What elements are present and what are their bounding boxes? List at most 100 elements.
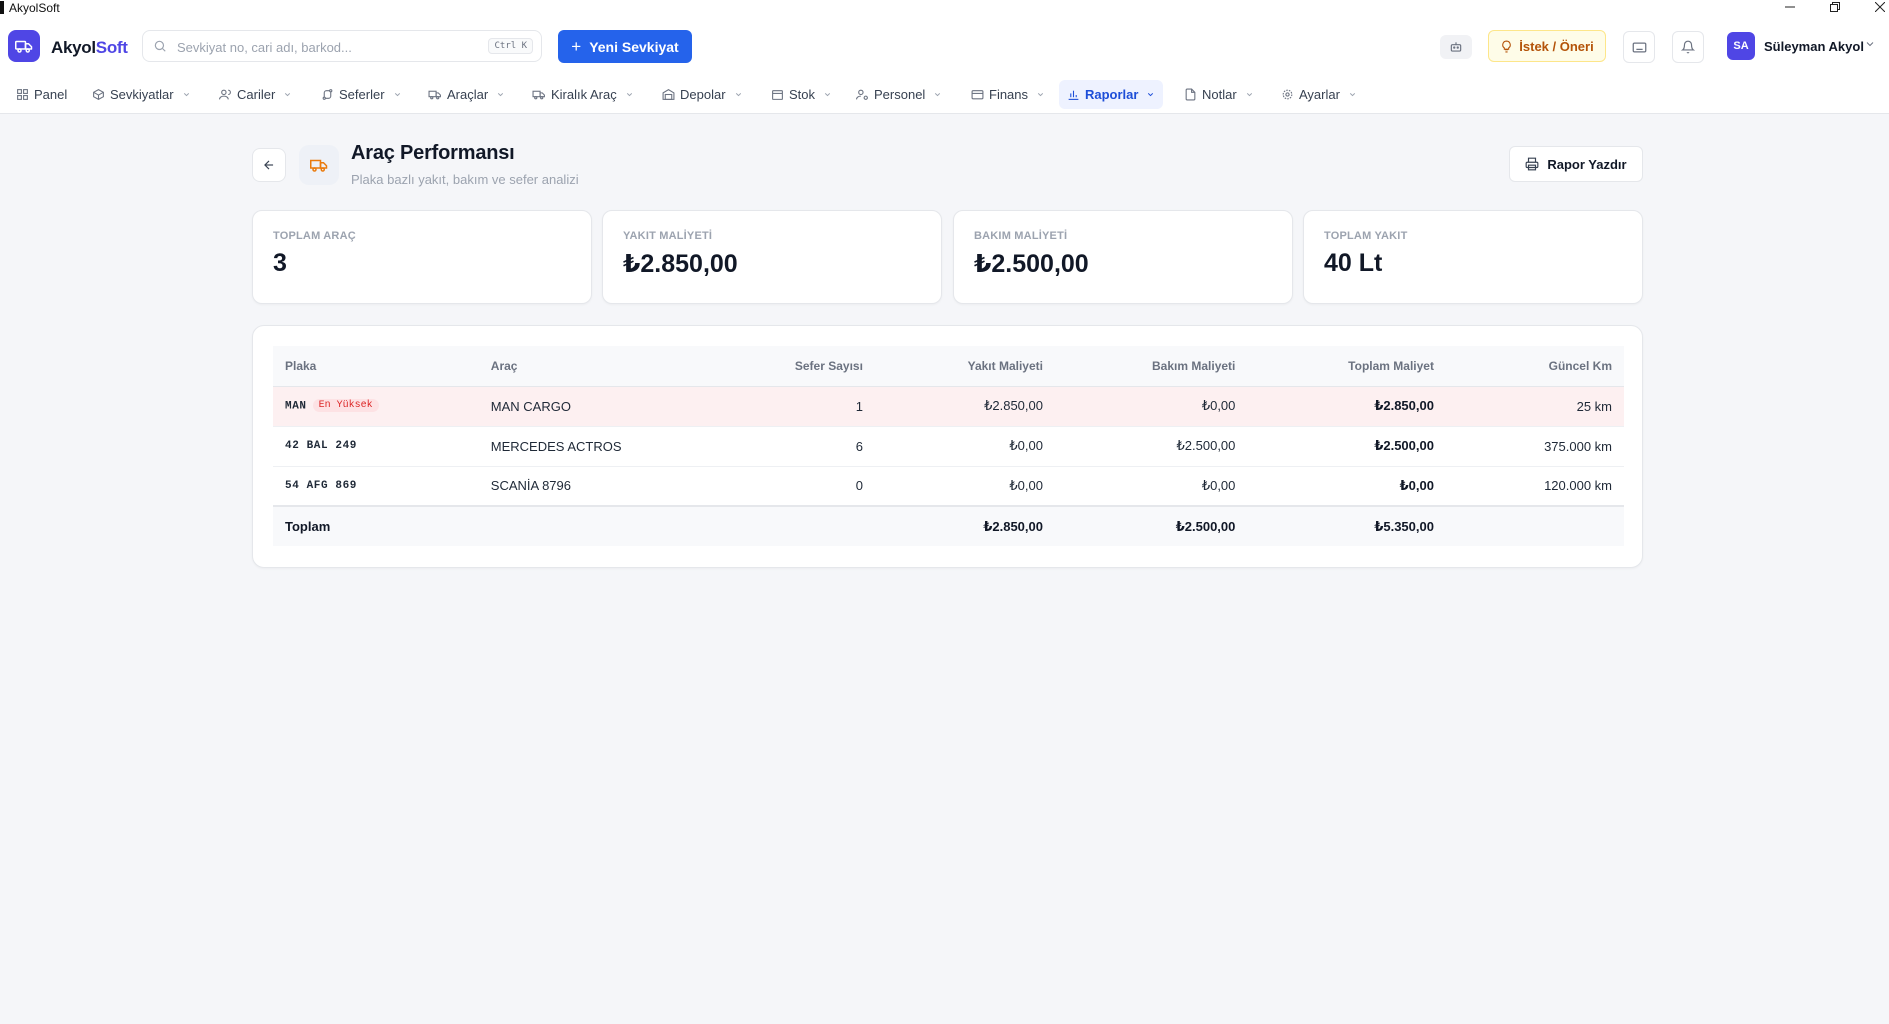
keyboard-button[interactable]	[1623, 31, 1655, 63]
nav-item-kiralik-arac[interactable]: Kiralık Araç	[524, 80, 642, 109]
suggestion-button[interactable]: İstek / Öneri	[1488, 30, 1606, 62]
stat-label: BAKIM MALİYETİ	[974, 230, 1068, 242]
nav-label: Araçlar	[447, 87, 489, 102]
logo-text-main: Akyol	[51, 38, 96, 57]
stat-value: ₺2.850,00	[623, 250, 738, 278]
new-shipment-button[interactable]: + Yeni Sevkiyat	[558, 30, 692, 63]
nav-item-seferler[interactable]: Seferler	[313, 80, 410, 109]
user-name[interactable]: Süleyman Akyol	[1764, 39, 1864, 54]
chevron-down-icon	[935, 93, 941, 97]
logo-icon[interactable]	[8, 30, 40, 62]
minimize-icon[interactable]	[1778, 0, 1802, 14]
window-title: AkyolSoft	[9, 1, 60, 15]
column-header[interactable]: Güncel Km	[1445, 346, 1624, 387]
logo-text[interactable]: AkyolSoft	[51, 38, 128, 58]
truck-icon	[428, 90, 441, 100]
trips-cell: 6	[715, 426, 875, 467]
nav-item-notlar[interactable]: Notlar	[1176, 80, 1262, 109]
chevron-down-icon[interactable]	[1864, 38, 1876, 50]
back-button[interactable]	[252, 148, 286, 182]
chevron-down-icon	[1349, 93, 1356, 97]
assistant-button[interactable]	[1440, 35, 1472, 59]
nav-item-araclar[interactable]: Araçlar	[420, 80, 513, 109]
nav-item-finans[interactable]: Finans	[963, 80, 1053, 109]
search-icon	[154, 40, 166, 52]
keyboard-icon	[1632, 42, 1646, 52]
users-icon	[219, 89, 231, 100]
page-icon	[299, 145, 339, 185]
new-shipment-label: Yeni Sevkiyat	[589, 38, 679, 55]
route-icon	[322, 89, 333, 100]
stat-label: TOPLAM YAKIT	[1324, 230, 1408, 242]
nav-label: Cariler	[237, 87, 276, 102]
nav-label: Notlar	[1202, 87, 1237, 102]
nav-item-panel[interactable]: Panel	[8, 80, 75, 109]
column-header[interactable]: Sefer Sayısı	[715, 346, 875, 387]
column-header[interactable]: Araç	[478, 346, 716, 387]
stat-value: 40 Lt	[1324, 249, 1383, 277]
stat-label: TOPLAM ARAÇ	[273, 230, 356, 242]
nav-item-sevkiyatlar[interactable]: Sevkiyatlar	[84, 80, 199, 109]
page-subtitle: Plaka bazlı yakıt, bakım ve sefer analiz…	[351, 172, 579, 187]
vehicle-cell: MAN CARGO	[478, 386, 716, 427]
logo-text-accent: Soft	[95, 38, 128, 57]
chevron-down-icon	[498, 93, 504, 97]
totals-row: Toplam ₺2.850,00 ₺2.500,00 ₺5.350,00	[273, 505, 1624, 546]
table-row[interactable]: 42 BAL 249 MERCEDES ACTROS 6 ₺0,00 ₺2.50…	[273, 426, 1624, 467]
chevron-down-icon	[1037, 93, 1044, 97]
totals-total-cost: ₺5.350,00	[1247, 505, 1446, 546]
table-row[interactable]: MAN En Yüksek MAN CARGO 1 ₺2.850,00 ₺0,00…	[273, 386, 1624, 427]
avatar[interactable]: SA	[1727, 32, 1755, 60]
nav-item-raporlar[interactable]: Raporlar	[1059, 80, 1164, 109]
nav-label: Finans	[989, 87, 1029, 102]
truck-icon	[532, 90, 545, 100]
totals-label: Toplam	[273, 505, 479, 546]
column-header[interactable]: Toplam Maliyet	[1247, 346, 1446, 387]
lightbulb-icon	[1502, 40, 1512, 52]
column-header[interactable]: Plaka	[273, 346, 479, 387]
nav-label: Personel	[874, 87, 926, 102]
nav-item-cariler[interactable]: Cariler	[211, 80, 300, 109]
search-input[interactable]	[177, 37, 477, 57]
nav-label: Raporlar	[1085, 87, 1139, 102]
nav-label: Kiralık Araç	[551, 87, 617, 102]
main-nav: Panel Sevkiyatlar Cariler Seferler Araçl…	[0, 76, 1889, 114]
column-header[interactable]: Yakıt Maliyeti	[874, 346, 1055, 387]
print-report-button[interactable]: Rapor Yazdır	[1509, 146, 1643, 182]
nav-label: Sevkiyatlar	[110, 87, 174, 102]
empty-cell	[1445, 505, 1624, 546]
bar-chart-icon	[1068, 90, 1079, 100]
current-km-cell: 120.000 km	[1445, 466, 1624, 507]
chevron-down-icon	[394, 93, 400, 97]
nav-item-depolar[interactable]: Depolar	[654, 80, 751, 109]
global-search[interactable]: Ctrl K	[142, 30, 542, 62]
maintenance-cost-cell: ₺0,00	[1054, 466, 1248, 507]
gear-icon	[1282, 89, 1293, 100]
stat-card-total-fuel: TOPLAM YAKIT 40 Lt	[1303, 210, 1643, 304]
column-header[interactable]: Bakım Maliyeti	[1054, 346, 1248, 387]
arrow-left-icon	[264, 160, 274, 170]
table-row[interactable]: 54 AFG 869 SCANİA 8796 0 ₺0,00 ₺0,00 ₺0,…	[273, 466, 1624, 507]
close-icon[interactable]	[1868, 0, 1889, 14]
nav-item-ayarlar[interactable]: Ayarlar	[1273, 80, 1365, 109]
nav-label: Panel	[34, 87, 68, 102]
print-report-label: Rapor Yazdır	[1547, 156, 1627, 172]
truck-icon	[310, 159, 328, 172]
performance-table: Plaka Araç Sefer Sayısı Yakıt Maliyeti B…	[273, 346, 1624, 546]
restore-icon[interactable]	[1823, 0, 1847, 14]
box-icon	[772, 90, 783, 100]
chevron-down-icon	[626, 93, 632, 97]
stat-card-total-vehicles: TOPLAM ARAÇ 3	[252, 210, 592, 304]
totals-maintenance-cost: ₺2.500,00	[1054, 505, 1248, 546]
chevron-down-icon	[285, 93, 291, 97]
chevron-down-icon	[735, 93, 741, 97]
bell-icon	[1681, 40, 1695, 54]
chevron-down-icon	[1246, 93, 1252, 97]
nav-item-stok[interactable]: Stok	[763, 80, 840, 109]
user-cog-icon	[856, 89, 868, 100]
warehouse-icon	[662, 88, 675, 100]
notifications-button[interactable]	[1672, 31, 1704, 63]
wallet-icon	[971, 90, 984, 100]
stat-card-maintenance-cost: BAKIM MALİYETİ ₺2.500,00	[953, 210, 1293, 304]
nav-item-personel[interactable]: Personel	[848, 80, 950, 109]
